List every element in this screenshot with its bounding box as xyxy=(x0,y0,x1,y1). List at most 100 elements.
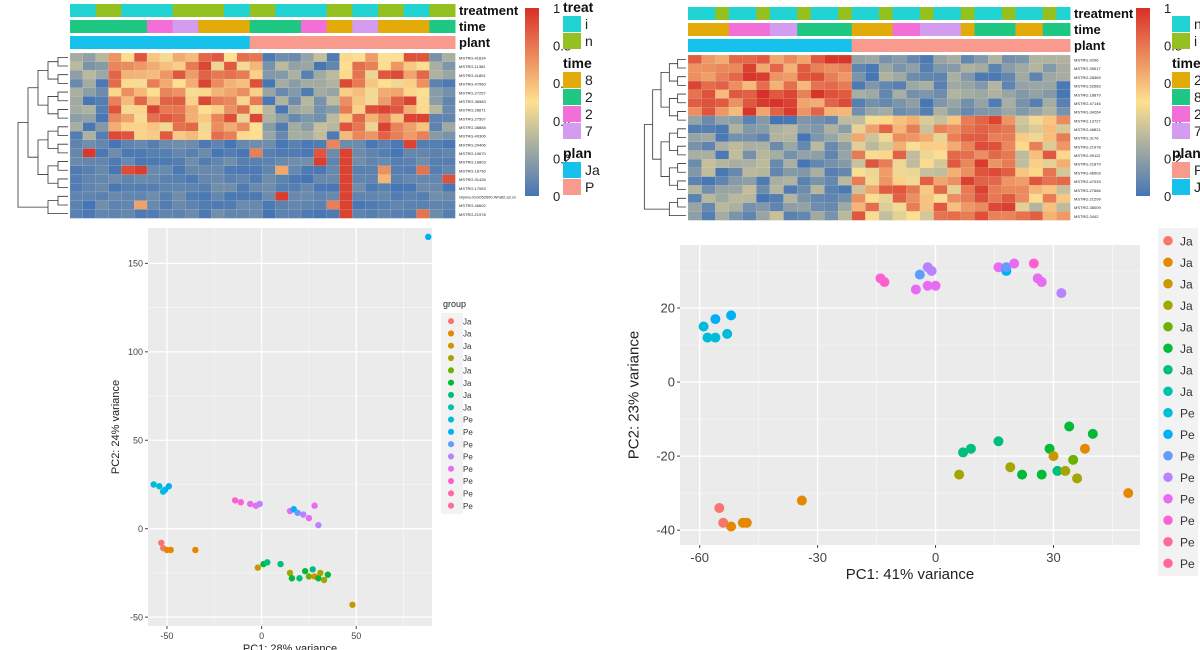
heatmap-cell xyxy=(121,165,135,176)
annotation-cell xyxy=(378,4,392,17)
row-label: MSTRG.3442 xyxy=(1074,214,1099,219)
heatmap-cell xyxy=(82,174,97,184)
heatmap-cell xyxy=(756,133,771,143)
heatmap-cell xyxy=(146,122,161,132)
heatmap-cell xyxy=(185,183,199,193)
annotation-cell xyxy=(365,36,379,49)
heatmap-cell xyxy=(108,191,122,202)
heatmap-cell xyxy=(1015,159,1030,169)
heatmap-cell xyxy=(134,87,148,97)
legend-entry: n xyxy=(585,33,593,49)
row-label: MSTRG.47033 xyxy=(1074,179,1101,184)
heatmap-cell xyxy=(339,105,353,115)
data-point xyxy=(710,314,721,325)
heatmap-cell xyxy=(1001,124,1016,134)
heatmap-cell xyxy=(416,61,430,71)
heatmap-cell xyxy=(810,159,825,169)
heatmap-cell xyxy=(262,122,276,132)
heatmap-cell xyxy=(429,105,443,115)
legend-label: Pe xyxy=(463,416,473,425)
heatmap-cell xyxy=(416,200,430,210)
heatmap-cell xyxy=(108,70,122,80)
heatmap-cell xyxy=(933,98,948,108)
heatmap-cell xyxy=(339,209,353,219)
heatmap-cell xyxy=(108,174,122,184)
row-label: MSTRG.9296 xyxy=(1074,58,1099,63)
heatmap-cell xyxy=(275,78,289,89)
heatmap-cell xyxy=(262,131,276,141)
heatmap-cell xyxy=(95,70,109,80)
heatmap-cell xyxy=(403,105,417,115)
heatmap-cell xyxy=(198,200,212,210)
heatmap-cell xyxy=(390,191,405,202)
heatmap-cell xyxy=(769,133,784,143)
annotation-cell xyxy=(960,23,975,36)
heatmap-cell xyxy=(865,159,880,169)
heatmap-cell xyxy=(390,122,405,132)
heatmap-cell xyxy=(933,115,948,125)
heatmap-cell xyxy=(810,211,825,221)
row-label: MSTRG.28369 xyxy=(1074,75,1101,80)
heatmap-cell xyxy=(810,115,825,125)
heatmap-cell xyxy=(172,105,187,115)
heatmap-cell xyxy=(1056,80,1071,91)
heatmap-cell xyxy=(837,98,853,108)
legend-entry: 8 xyxy=(1194,89,1200,105)
heatmap-cell xyxy=(919,107,935,117)
heatmap-cell xyxy=(365,183,379,193)
heatmap-cell xyxy=(95,87,109,97)
heatmap-cell xyxy=(313,96,328,106)
heatmap-cell xyxy=(275,113,289,123)
heatmap-cell xyxy=(236,148,251,158)
dendrogram-branch xyxy=(643,124,670,210)
x-axis-label: PC1: 41% variance xyxy=(846,566,974,583)
heatmap-cell xyxy=(249,165,264,176)
heatmap-cell xyxy=(377,52,392,63)
annotation-cell xyxy=(688,39,703,52)
heatmap-cell xyxy=(1028,54,1044,65)
heatmap-cell xyxy=(313,148,328,158)
heatmap-cell xyxy=(783,133,798,143)
heatmap-cell xyxy=(185,200,199,210)
heatmap-cell xyxy=(1015,107,1030,117)
heatmap-cell xyxy=(134,191,148,202)
heatmap-cell xyxy=(95,200,109,210)
annotation-cell xyxy=(172,36,186,49)
heatmap-cell xyxy=(82,61,97,71)
heatmap-cell xyxy=(851,98,866,108)
heatmap-cell xyxy=(865,193,880,204)
annotation-cell xyxy=(919,23,935,36)
heatmap-cell xyxy=(974,54,989,65)
annotation-cell xyxy=(211,4,225,17)
heatmap-cell xyxy=(275,139,289,150)
annotation-cell xyxy=(352,36,366,49)
row-label: MSTRG.21299 xyxy=(1074,196,1101,201)
data-point xyxy=(726,310,737,321)
heatmap-cell xyxy=(892,72,907,82)
annotation-cell xyxy=(1029,7,1044,20)
heatmap-cell xyxy=(933,159,948,169)
heatmap-cell xyxy=(416,131,430,141)
heatmap-cell xyxy=(442,157,456,167)
heatmap-cell xyxy=(262,105,276,115)
legend-entry: P xyxy=(585,179,594,195)
heatmap-cell xyxy=(403,157,417,167)
heatmap-cell xyxy=(851,202,866,212)
heatmap-cell xyxy=(892,124,907,134)
legend-entry: 2 xyxy=(1194,106,1200,122)
heatmap-cell xyxy=(288,105,302,115)
heatmap-cell xyxy=(824,176,839,186)
heatmap-cell xyxy=(95,139,109,150)
heatmap-cell xyxy=(172,183,187,193)
heatmap-cell xyxy=(198,131,212,141)
heatmap-cell xyxy=(810,193,825,204)
heatmap-cell xyxy=(429,200,443,210)
heatmap-cell xyxy=(892,141,907,152)
dendrogram-branch xyxy=(660,141,670,177)
heatmap-cell xyxy=(390,131,405,141)
heatmap-cell xyxy=(211,131,225,141)
data-point xyxy=(315,521,322,529)
heatmap-cell xyxy=(211,78,225,89)
data-point xyxy=(324,571,332,578)
heatmap-cell xyxy=(339,165,353,176)
